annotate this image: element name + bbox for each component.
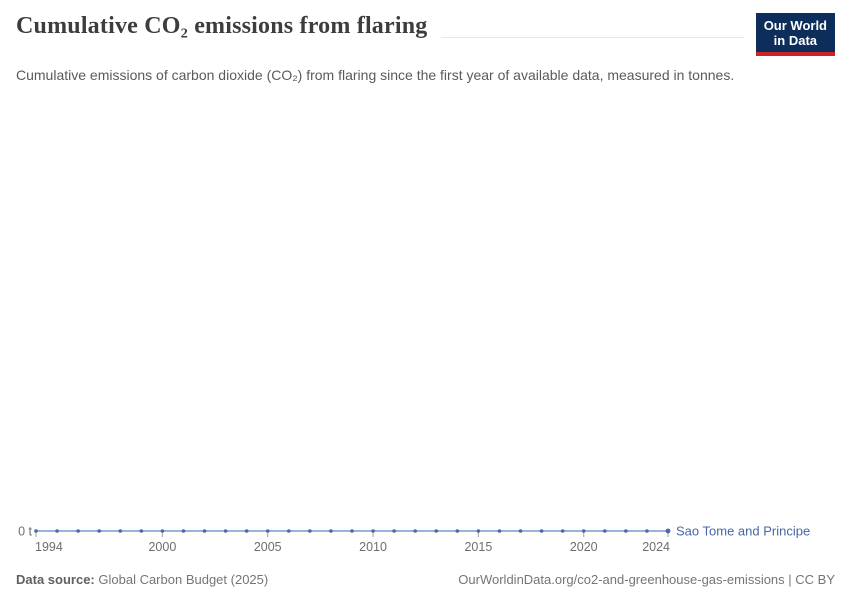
data-point[interactable] [329, 529, 333, 533]
legend-entity-label[interactable]: Sao Tome and Principe [676, 524, 810, 539]
data-point[interactable] [118, 529, 123, 533]
data-point[interactable] [139, 529, 144, 533]
attribution-link[interactable]: OurWorldinData.org/co2-and-greenhouse-ga… [458, 572, 835, 587]
x-tick-label: 2000 [148, 540, 176, 554]
data-point[interactable] [34, 529, 38, 533]
x-tick-label: 1994 [35, 540, 63, 554]
page-title: Cumulative CO₂ emissions from flaring [16, 13, 428, 39]
data-point[interactable] [97, 529, 101, 533]
data-point[interactable] [160, 529, 165, 533]
data-point[interactable] [476, 529, 481, 533]
owid-logo-line2: in Data [773, 33, 818, 48]
data-point[interactable] [560, 529, 565, 533]
data-point[interactable] [392, 529, 396, 533]
chart-subtitle: Cumulative emissions of carbon dioxide (… [16, 67, 735, 83]
data-point[interactable] [265, 529, 270, 533]
chart-header: Cumulative CO₂ emissions from flaring Ou… [16, 13, 835, 85]
data-point[interactable] [223, 529, 228, 533]
data-source: Data source: Global Carbon Budget (2025) [16, 572, 268, 587]
data-point[interactable] [434, 529, 439, 533]
x-tick-label: 2005 [254, 540, 282, 554]
x-tick-label: 2024 [642, 540, 670, 554]
x-tick-label: 2020 [570, 540, 598, 554]
chart-footer: Data source: Global Carbon Budget (2025)… [16, 572, 835, 587]
data-point[interactable] [371, 529, 375, 533]
data-point[interactable] [581, 529, 586, 533]
plot-area[interactable] [0, 95, 850, 518]
data-point[interactable] [181, 529, 186, 533]
data-point[interactable] [308, 529, 312, 533]
data-point[interactable] [645, 529, 649, 533]
x-tick-label: 2015 [464, 540, 492, 554]
data-point[interactable] [539, 529, 544, 533]
data-point[interactable] [287, 529, 291, 533]
data-point[interactable] [665, 528, 671, 534]
x-axis-area[interactable]: 0 t 1994 2000 2005 2010 2015 2020 2024 Sao Tome … [0, 518, 850, 564]
owid-logo[interactable]: Our World in Data [755, 13, 835, 56]
data-point[interactable] [518, 529, 523, 533]
data-point[interactable] [55, 529, 59, 533]
data-point[interactable] [413, 529, 418, 533]
y-axis-zero-label: 0 t [18, 525, 32, 539]
data-point[interactable] [202, 529, 207, 533]
owid-logo-line1: Our World [763, 18, 827, 33]
data-point[interactable] [244, 529, 249, 533]
data-point[interactable] [624, 529, 628, 533]
header-divider [441, 37, 744, 38]
data-point[interactable] [603, 529, 607, 533]
title-row: Cumulative CO₂ emissions from flaring Ou… [16, 13, 835, 56]
data-point[interactable] [455, 529, 460, 533]
data-point[interactable] [350, 529, 354, 533]
x-tick-label: 2010 [359, 540, 387, 554]
data-source-value: Global Carbon Budget (2025) [98, 572, 269, 587]
data-source-label: Data source: [16, 572, 95, 587]
data-point[interactable] [497, 529, 502, 533]
data-point[interactable] [76, 529, 80, 533]
